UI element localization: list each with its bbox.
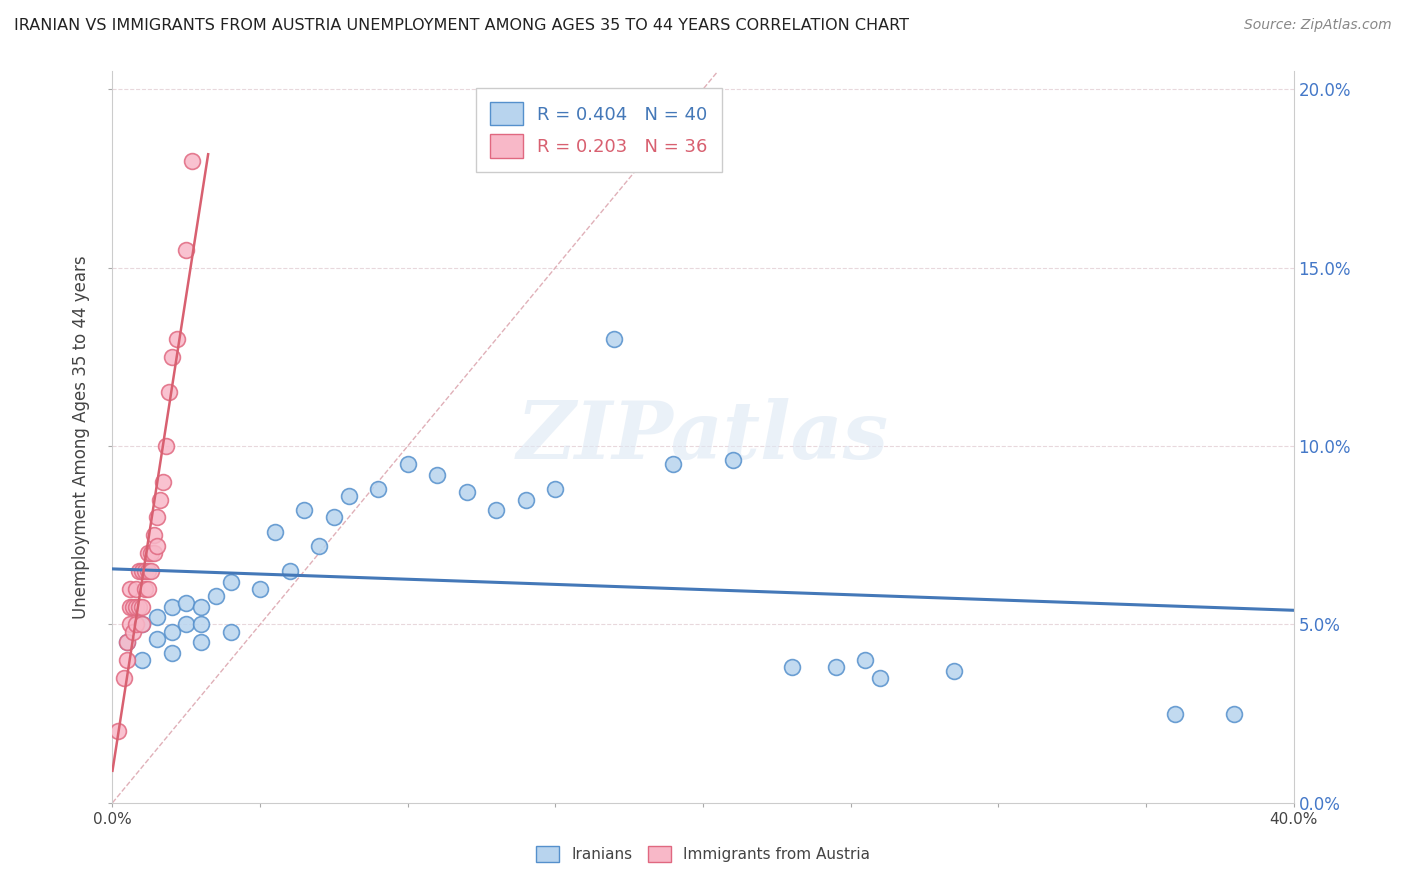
Point — [855, 653, 877, 667]
Point — [112, 671, 135, 685]
Point — [308, 539, 330, 553]
Point — [136, 546, 159, 560]
Y-axis label: Unemployment Among Ages 35 to 44 years: Unemployment Among Ages 35 to 44 years — [72, 255, 90, 619]
Point — [142, 546, 165, 560]
Point — [367, 482, 389, 496]
Point — [125, 599, 148, 614]
Point — [134, 564, 156, 578]
Point — [160, 599, 183, 614]
Point — [603, 332, 626, 346]
Point — [515, 492, 537, 507]
Point — [122, 599, 145, 614]
Point — [662, 457, 685, 471]
Point — [396, 457, 419, 471]
Point — [190, 617, 212, 632]
Point — [190, 599, 212, 614]
Point — [174, 596, 197, 610]
Point — [174, 243, 197, 257]
Point — [1223, 706, 1246, 721]
Point — [131, 617, 153, 632]
Point — [117, 653, 138, 667]
Point — [292, 503, 315, 517]
Point — [181, 153, 204, 168]
Point — [107, 724, 129, 739]
Point — [146, 632, 169, 646]
Point — [456, 485, 478, 500]
Point — [120, 599, 142, 614]
Point — [149, 492, 172, 507]
Point — [166, 332, 188, 346]
Point — [146, 610, 169, 624]
Point — [249, 582, 271, 596]
Point — [426, 467, 449, 482]
Point — [155, 439, 177, 453]
Point — [337, 489, 360, 503]
Point — [160, 624, 183, 639]
Point — [134, 582, 156, 596]
Point — [125, 617, 148, 632]
Point — [120, 582, 142, 596]
Point — [780, 660, 803, 674]
Point — [157, 385, 180, 400]
Point — [190, 635, 212, 649]
Point — [152, 475, 174, 489]
Point — [136, 582, 159, 596]
Point — [1164, 706, 1187, 721]
Text: ZIPatlas: ZIPatlas — [517, 399, 889, 475]
Point — [278, 564, 301, 578]
Point — [160, 646, 183, 660]
Text: Source: ZipAtlas.com: Source: ZipAtlas.com — [1244, 18, 1392, 32]
Point — [146, 539, 169, 553]
Point — [721, 453, 744, 467]
Text: IRANIAN VS IMMIGRANTS FROM AUSTRIA UNEMPLOYMENT AMONG AGES 35 TO 44 YEARS CORREL: IRANIAN VS IMMIGRANTS FROM AUSTRIA UNEMP… — [14, 18, 910, 33]
Point — [264, 524, 287, 539]
Point — [125, 582, 148, 596]
Point — [117, 635, 138, 649]
Point — [120, 617, 142, 632]
Point — [128, 564, 150, 578]
Point — [160, 350, 183, 364]
Point — [136, 564, 159, 578]
Point — [824, 660, 846, 674]
Legend: Iranians, Immigrants from Austria: Iranians, Immigrants from Austria — [530, 840, 876, 868]
Point — [942, 664, 965, 678]
Point — [205, 589, 228, 603]
Point — [544, 482, 567, 496]
Point — [485, 503, 508, 517]
Point — [139, 564, 162, 578]
Point — [869, 671, 891, 685]
Point — [131, 653, 153, 667]
Point — [131, 599, 153, 614]
Point — [323, 510, 346, 524]
Point — [131, 564, 153, 578]
Point — [128, 599, 150, 614]
Point — [219, 624, 242, 639]
Point — [131, 617, 153, 632]
Point — [219, 574, 242, 589]
Point — [117, 635, 138, 649]
Point — [122, 624, 145, 639]
Point — [142, 528, 165, 542]
Point — [174, 617, 197, 632]
Point — [146, 510, 169, 524]
Point — [139, 546, 162, 560]
